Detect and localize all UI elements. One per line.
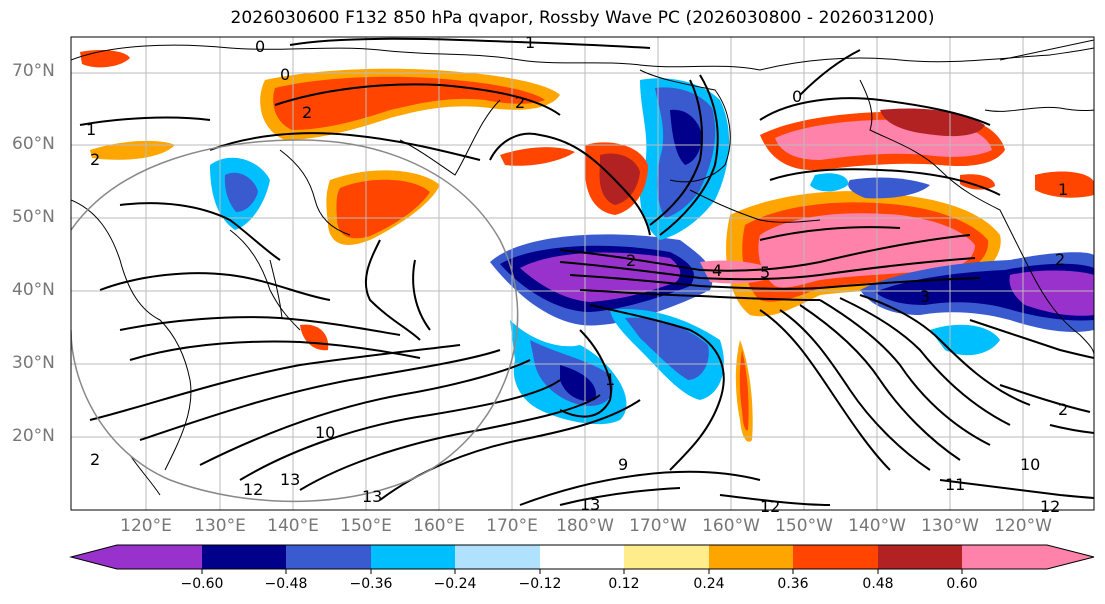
- colorbar-segment: [202, 545, 286, 569]
- colorbar-tick-label: −0.36: [349, 576, 393, 592]
- colorbar-tick-label: 0.36: [777, 576, 809, 592]
- contour-label: 2: [90, 450, 100, 469]
- contour-label: 3: [920, 287, 930, 306]
- contour-label: 1: [605, 370, 615, 389]
- contour-label: 1: [525, 33, 535, 52]
- colorbar-tick-label: −0.60: [180, 576, 224, 592]
- lat-label: 70°N: [12, 61, 55, 81]
- contour-label: 10: [315, 423, 335, 442]
- lon-label: 130°W: [921, 516, 979, 536]
- contour-label: 2: [515, 93, 525, 112]
- lon-label: 170°E: [486, 516, 538, 536]
- contour-label: 0: [792, 87, 802, 106]
- colorbar-segment: [371, 545, 455, 569]
- colorbar-outline: [69, 544, 1095, 570]
- colorbar-segment: [878, 545, 962, 569]
- contour-label: 12: [1040, 497, 1060, 516]
- lon-label: 160°W: [702, 516, 760, 536]
- colorbar: [69, 544, 1095, 574]
- lon-label: 140°E: [267, 516, 319, 536]
- colorbar-tick-label: −0.24: [433, 576, 477, 592]
- lat-label: 20°N: [12, 426, 55, 446]
- contour-label: 2: [1058, 400, 1068, 419]
- colorbar-tick-label: 0.12: [608, 576, 640, 592]
- contour-label: 5: [760, 263, 770, 282]
- contour-label-group: 0 0 1 1 2 2 2 0 2 1 2 3 4 5 1 2 10 9 12 …: [86, 33, 1068, 516]
- lon-label: 150°W: [775, 516, 833, 536]
- contour-label: 10: [1020, 455, 1040, 474]
- map-area: [71, 37, 1094, 510]
- colorbar-segment: [286, 545, 371, 569]
- colorbar-segment: [540, 545, 624, 569]
- contour-label: 0: [255, 37, 265, 56]
- lon-label: 150°E: [340, 516, 392, 536]
- graticule: [71, 37, 1094, 510]
- contour-label: 2: [302, 103, 312, 122]
- colorbar-segment: [793, 545, 878, 569]
- contour-label: 12: [760, 497, 780, 516]
- contour-label: 13: [280, 470, 300, 489]
- contour-label: 9: [618, 455, 628, 474]
- lon-label: 140°W: [848, 516, 906, 536]
- lon-label: 180°W: [556, 516, 614, 536]
- coastlines: [71, 39, 1094, 496]
- contour-label: 0: [280, 65, 290, 84]
- lat-label: 50°N: [12, 207, 55, 227]
- lon-label: 120°W: [994, 516, 1052, 536]
- colorbar-segment: [962, 545, 1047, 569]
- colorbar-segment: [455, 545, 540, 569]
- colorbar-segment: [709, 545, 793, 569]
- colorbar-extend-low: [71, 545, 117, 569]
- colorbar-tick-label: 0.24: [693, 576, 725, 592]
- contour-label: 2: [90, 150, 100, 169]
- colorbar-tick-label: 0.48: [862, 576, 894, 592]
- contour-label: 4: [712, 261, 722, 280]
- contour-label: 1: [86, 120, 96, 139]
- map-frame: [70, 36, 1095, 511]
- lon-label: 130°E: [194, 516, 246, 536]
- reference-circle: [71, 139, 519, 503]
- contour-label: 11: [945, 475, 965, 494]
- contour-label: 13: [580, 495, 600, 514]
- lon-label: 160°E: [413, 516, 465, 536]
- colorbar-tick-label: −0.48: [264, 576, 308, 592]
- colorbar-segment: [117, 545, 202, 569]
- lon-label: 120°E: [120, 516, 172, 536]
- colorbar-segment: [624, 545, 709, 569]
- colorbar-tick-label: 0.60: [946, 576, 978, 592]
- lat-label: 30°N: [12, 353, 55, 373]
- contour-label: 13: [362, 487, 382, 506]
- contour-label: 2: [626, 251, 636, 270]
- lat-label: 40°N: [12, 280, 55, 300]
- lon-label: 170°W: [629, 516, 687, 536]
- lat-label: 60°N: [12, 134, 55, 154]
- colorbar-extend-high: [1047, 545, 1094, 569]
- contour-label: 2: [1055, 250, 1065, 269]
- contour-label: 12: [243, 480, 263, 499]
- contour-label: 1: [1058, 180, 1068, 199]
- contour-lines: [79, 37, 1094, 506]
- map-title: 2026030600 F132 850 hPa qvapor, Rossby W…: [230, 8, 935, 28]
- colorbar-tick-label: −0.12: [518, 576, 562, 592]
